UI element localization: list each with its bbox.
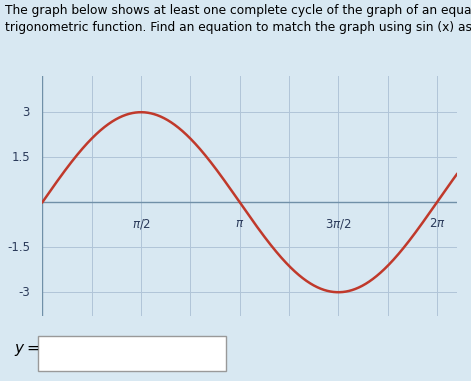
Text: $y=$: $y=$ (14, 342, 40, 357)
Text: The graph below shows at least one complete cycle of the graph of an equation co: The graph below shows at least one compl… (5, 4, 471, 34)
Text: $\pi/2$: $\pi/2$ (131, 217, 151, 231)
Text: $\pi$: $\pi$ (235, 217, 244, 230)
FancyBboxPatch shape (38, 336, 226, 371)
Text: 3: 3 (23, 106, 30, 119)
Text: 1.5: 1.5 (11, 151, 30, 164)
Text: -1.5: -1.5 (7, 241, 30, 254)
Text: $3\pi/2$: $3\pi/2$ (325, 217, 351, 231)
Text: -3: -3 (18, 286, 30, 299)
Text: $2\pi$: $2\pi$ (429, 217, 445, 230)
